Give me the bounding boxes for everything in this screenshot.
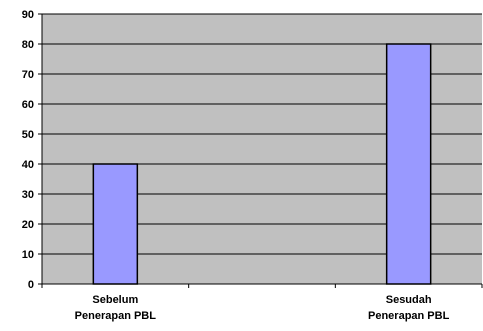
x-category-label: Sebelum [92,294,138,306]
y-tick-label: 50 [22,129,34,141]
x-category-label: Penerapan PBL [75,310,157,322]
y-tick-label: 40 [22,159,34,171]
bars [92,43,432,285]
y-tick-label: 70 [22,69,34,81]
y-tick-label: 10 [22,249,34,261]
y-tick-label: 0 [28,279,34,291]
y-tick-label: 80 [22,39,34,51]
bar [92,163,139,285]
x-category-label: Penerapan PBL [368,310,450,322]
y-tick-label: 60 [22,99,34,111]
x-category-label: Sesudah [386,294,432,306]
x-category-labels: Sebelum Penerapan PBL Sesudah Penerapan PBL [75,294,450,322]
y-tick-label: 30 [22,189,34,201]
bar [385,43,432,285]
y-tick-label: 20 [22,219,34,231]
x-tick-marks [41,284,483,288]
y-tick-labels: 0 10 20 30 40 50 60 70 80 90 [22,9,42,291]
y-tick-label: 90 [22,9,34,21]
